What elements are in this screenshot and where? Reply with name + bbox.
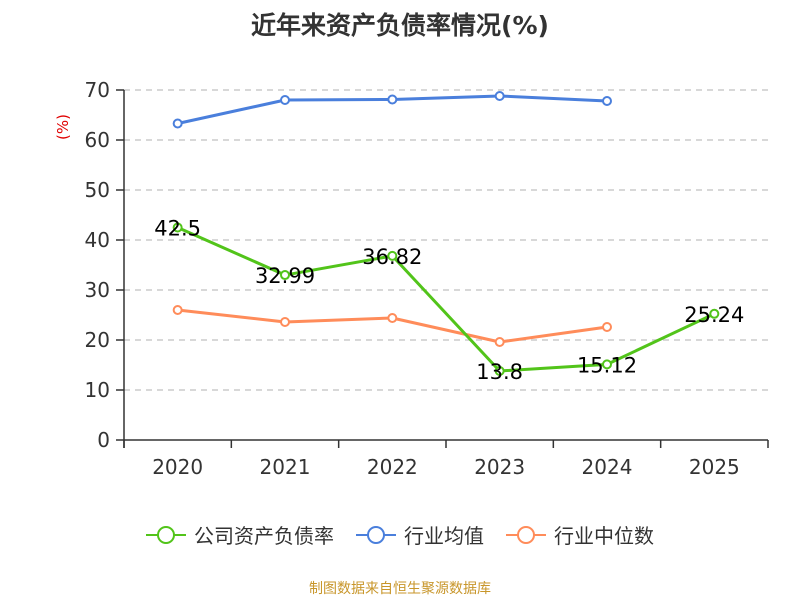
data-label: 25.24 — [684, 303, 744, 327]
data-point[interactable] — [172, 305, 183, 315]
x-tick-label: 2025 — [689, 455, 740, 479]
legend-line-icon — [146, 525, 186, 544]
legend-line-icon — [506, 525, 546, 544]
data-label: 36.82 — [362, 245, 422, 269]
y-tick-label: 30 — [85, 278, 110, 302]
data-label: 15.12 — [577, 353, 637, 377]
data-point[interactable] — [709, 308, 720, 319]
legend-item-industry-median[interactable]: 行业中位数 — [506, 520, 654, 549]
data-point[interactable] — [172, 118, 183, 129]
series-line — [177, 226, 715, 373]
legend: 公司资产负债率 行业均值 行业中位数 — [0, 520, 800, 549]
data-point[interactable] — [387, 94, 398, 105]
data-label: 42.5 — [154, 217, 201, 241]
data-point[interactable] — [172, 222, 183, 233]
legend-label: 行业均值 — [404, 524, 484, 548]
y-tick-label: 10 — [85, 378, 110, 402]
data-point[interactable] — [602, 96, 612, 106]
y-axis-unit: (%) — [54, 114, 72, 140]
data-label: 13.8 — [476, 360, 523, 384]
data-point[interactable] — [602, 322, 612, 332]
data-point[interactable] — [280, 270, 290, 281]
chart-title: 近年来资产负债率情况(%) — [251, 11, 549, 40]
x-tick-label: 2023 — [474, 455, 525, 479]
data-point[interactable] — [280, 95, 290, 105]
x-tick-label: 2024 — [582, 455, 633, 479]
legend-item-company[interactable]: 公司资产负债率 — [146, 520, 334, 549]
legend-label: 公司资产负债率 — [194, 524, 334, 548]
y-tick-label: 60 — [85, 128, 110, 152]
data-label: 32.99 — [255, 264, 315, 288]
y-tick-label: 40 — [85, 228, 110, 252]
data-source-note: 制图数据来自恒生聚源数据库 — [309, 581, 491, 597]
legend-label: 行业中位数 — [554, 524, 654, 548]
data-point[interactable] — [494, 337, 505, 347]
x-tick-label: 2021 — [260, 455, 311, 479]
y-tick-label: 70 — [85, 78, 110, 102]
data-point[interactable] — [602, 359, 612, 370]
y-tick-label: 20 — [85, 328, 110, 352]
data-point[interactable] — [387, 250, 398, 261]
legend-line-icon — [356, 525, 396, 544]
data-point[interactable] — [494, 366, 505, 376]
data-point[interactable] — [494, 91, 505, 101]
data-point[interactable] — [387, 313, 398, 323]
y-tick-label: 50 — [85, 178, 110, 202]
x-tick-label: 2022 — [367, 455, 418, 479]
y-tick-label: 0 — [97, 428, 110, 452]
x-tick-label: 2020 — [152, 455, 203, 479]
legend-item-industry-avg[interactable]: 行业均值 — [356, 520, 484, 549]
data-point[interactable] — [280, 317, 290, 327]
